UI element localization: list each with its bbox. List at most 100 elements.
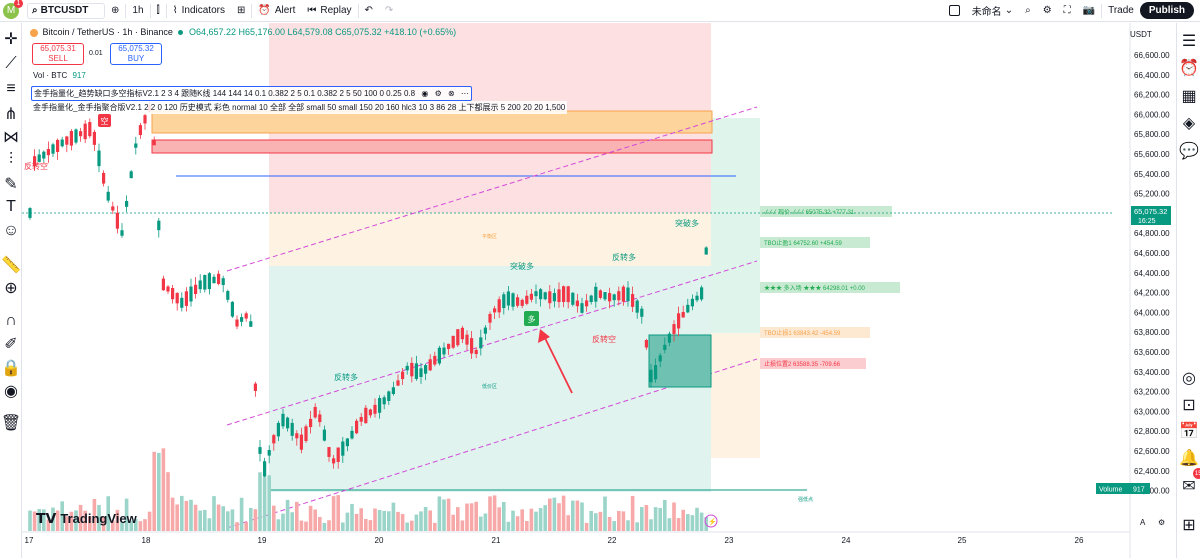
crosshair-icon[interactable]: ✛ xyxy=(4,31,18,48)
layers-icon[interactable]: ◈ xyxy=(1182,115,1196,132)
volume-bar xyxy=(621,511,626,531)
short-badge-label: 空 xyxy=(101,116,109,126)
time-axis[interactable]: 17 18 19 20 21 22 23 24 25 26 xyxy=(25,536,1084,545)
candle-body xyxy=(598,290,602,298)
candle-body xyxy=(336,447,340,462)
volume-bar xyxy=(92,498,97,531)
candle-body xyxy=(272,435,276,444)
emoji-icon[interactable]: ☺ xyxy=(2,222,20,239)
watchlist-icon[interactable]: ☰ xyxy=(1181,33,1197,50)
eye-icon[interactable]: ◉ xyxy=(421,89,429,98)
candle-body xyxy=(460,327,464,340)
balance-zone xyxy=(269,213,711,268)
candle-body xyxy=(621,286,625,302)
auto-scale-icon[interactable]: A xyxy=(1140,518,1146,527)
close-icon[interactable]: ⊗ xyxy=(447,89,455,98)
target-icon[interactable]: ◎ xyxy=(1182,370,1196,387)
pitchfork-icon[interactable]: ⋔ xyxy=(4,106,18,123)
buy-button[interactable]: 65,075.32 BUY xyxy=(110,43,162,65)
alert-button[interactable]: ⏰ Alert xyxy=(252,0,301,22)
candle-body xyxy=(364,407,368,424)
data-window-icon[interactable]: ▦ xyxy=(1181,88,1197,105)
channel-upper xyxy=(226,106,758,272)
volume-bar xyxy=(65,516,69,531)
volume-bar xyxy=(189,499,193,531)
brush-icon[interactable]: ✎ xyxy=(4,176,18,193)
candle-body xyxy=(649,369,653,383)
timeframe-button[interactable]: 1h xyxy=(126,0,149,22)
lock-drawings-icon[interactable]: ✐ xyxy=(4,336,18,353)
more-icon[interactable]: ⋯ xyxy=(460,89,469,98)
indicator-row-2[interactable]: 金手指量化_金手指聚合版V2.1 2 2 0 120 历史模式 彩色 norma… xyxy=(31,101,568,114)
layout-toggle[interactable] xyxy=(943,0,966,22)
chart-type-button[interactable]: ⫿ xyxy=(151,0,166,22)
pattern-icon[interactable]: ⋈ xyxy=(3,129,19,146)
alarm-clock-icon[interactable]: ⏰ xyxy=(1179,60,1199,77)
indicators-button[interactable]: ⌇ Indicators xyxy=(167,0,231,22)
text-icon[interactable]: T xyxy=(6,198,16,215)
ideas-icon[interactable]: ⊡ xyxy=(1182,397,1196,414)
candle-body xyxy=(309,418,313,428)
settings-button[interactable]: ⚙ xyxy=(1037,0,1058,22)
fullscreen-button[interactable]: ⛶ xyxy=(1058,0,1077,22)
indicator-2-label: 金手指量化_金手指聚合版V2.1 2 2 0 120 历史模式 彩色 norma… xyxy=(33,103,566,112)
magnet-icon[interactable]: ∩ xyxy=(5,312,17,329)
user-avatar[interactable]: M 1 xyxy=(3,0,23,19)
volume-bar xyxy=(382,510,386,531)
volume-bar xyxy=(594,513,598,531)
undo-button[interactable]: ↶ xyxy=(359,0,379,22)
zoom-in-icon[interactable]: ⊕ xyxy=(4,280,18,297)
settings-gear-icon[interactable]: ⚙ xyxy=(1158,518,1165,527)
ruler-icon[interactable]: 📏 xyxy=(1,257,21,274)
sell-button[interactable]: 65,075.31 SELL xyxy=(32,43,84,65)
layout-name: 未命名 xyxy=(971,7,1002,18)
candle-body xyxy=(368,409,372,416)
replay-button[interactable]: ⏮ Replay xyxy=(301,0,357,22)
candle-body xyxy=(120,230,124,236)
layout-name-button[interactable]: 未命名 ⌄ xyxy=(966,0,1019,22)
price-axis[interactable]: 66,600.00 66,400.00 66,200.00 66,000.00 65,8… xyxy=(1134,51,1170,496)
volume-bar xyxy=(239,497,244,531)
currency-label[interactable]: USDT xyxy=(1130,30,1152,39)
volume-bar xyxy=(221,506,225,531)
trendline-icon[interactable]: ⟋ xyxy=(5,55,17,72)
quick-search-button[interactable]: ⌕ xyxy=(1019,0,1037,22)
events-icon[interactable] xyxy=(704,514,718,528)
arrow-head xyxy=(538,329,550,343)
gear-icon[interactable]: ⚙ xyxy=(434,89,442,98)
lock-icon[interactable]: 🔒 xyxy=(1,360,21,377)
horizontal-lines-icon[interactable]: ≡ xyxy=(6,80,16,97)
eye-icon[interactable]: ◉ xyxy=(4,383,18,400)
price-tick-label: 62,800.00 xyxy=(1134,427,1170,436)
snapshot-button[interactable]: 📷 xyxy=(1077,0,1101,22)
calendar-icon[interactable]: 📅 xyxy=(1179,423,1199,440)
symbol-search[interactable]: ⌕ BTCUSDT xyxy=(27,2,105,19)
candle-body xyxy=(520,299,524,306)
volume-bar xyxy=(207,518,212,531)
price-chart[interactable]: 空 多 反转空 反转多 突破多 反转多 反转空 突破多 低价区 平衡区 强低点 … xyxy=(22,23,1176,558)
publish-button[interactable]: Publish xyxy=(1139,2,1194,19)
volume-bar xyxy=(244,522,248,531)
indicator-row-1[interactable]: 金手指量化_趋势缺口多空指标V2.1 2 3 4 跟随K线 144 144 14… xyxy=(31,86,472,101)
volume-bar xyxy=(368,520,373,531)
chat-icon[interactable]: 💬 xyxy=(1179,143,1199,160)
volume-bar xyxy=(235,522,239,531)
candle-body xyxy=(198,280,202,290)
label-strong-low: 强低点 xyxy=(798,496,813,503)
candle-body xyxy=(263,461,267,477)
candle-body xyxy=(580,303,584,313)
trash-icon[interactable]: 🗑 xyxy=(0,415,22,432)
trade-button[interactable]: Trade xyxy=(1102,0,1140,22)
fib-icon[interactable]: ⫶ xyxy=(8,151,13,168)
help-icon[interactable]: ⊞ xyxy=(1182,517,1196,534)
notifications-icon[interactable]: ✉ 15 xyxy=(1181,468,1200,495)
volume-bar xyxy=(460,520,465,531)
volume-bar xyxy=(391,502,396,531)
compare-button[interactable]: ⊕ xyxy=(105,0,125,22)
redo-button[interactable]: ↷ xyxy=(379,0,399,22)
camera-icon: 📷 xyxy=(1082,5,1096,16)
bell-icon[interactable]: 🔔 xyxy=(1179,450,1199,467)
price-tick-label: 64,200.00 xyxy=(1134,289,1170,298)
layout-grid-button[interactable]: ⊞ xyxy=(231,0,251,22)
label-reverse-long-1: 反转多 xyxy=(334,372,358,382)
